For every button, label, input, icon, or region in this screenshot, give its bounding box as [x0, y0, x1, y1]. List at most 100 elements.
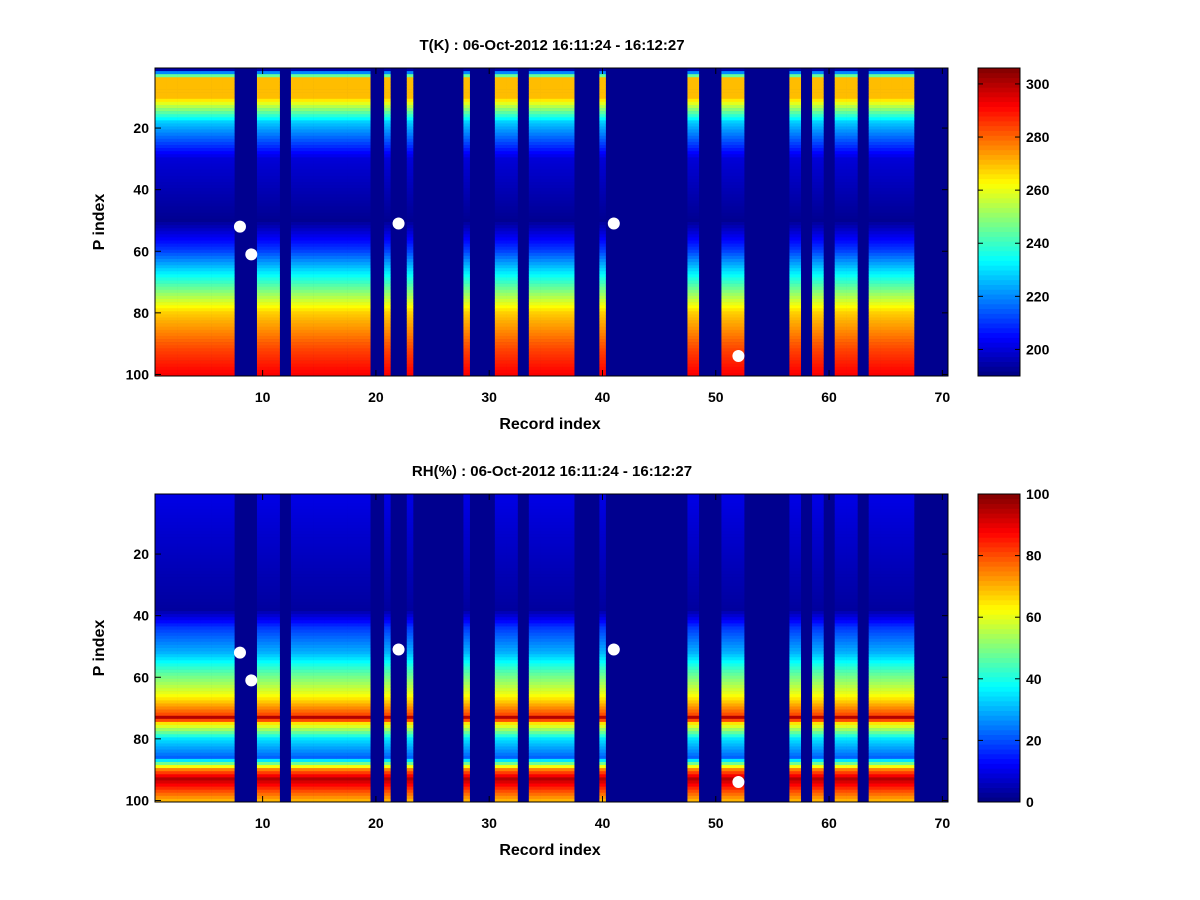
colorbar-segment: [978, 332, 1020, 338]
heatmap-cell: [222, 169, 235, 174]
heatmap-cell: [891, 215, 903, 220]
heatmap-cell: [868, 357, 881, 361]
heatmap-cell: [562, 95, 575, 100]
heatmap-cell: [302, 543, 314, 547]
heatmap-cell: [256, 567, 269, 572]
heatmap-cell: [177, 774, 190, 778]
heatmap-cell: [313, 332, 326, 337]
heatmap-cell: [256, 651, 269, 655]
heatmap-cell: [721, 265, 734, 269]
heatmap-cell: [812, 166, 824, 170]
heatmap-cell: [177, 731, 190, 735]
heatmap-cell: [211, 108, 224, 112]
heatmap-cell: [188, 252, 201, 257]
heatmap-cell: [290, 604, 303, 609]
heatmap-cell: [880, 203, 892, 207]
heatmap-cell: [732, 108, 745, 112]
heatmap-cell: [200, 129, 212, 133]
heatmap-cell: [336, 117, 348, 121]
colorbar-segment: [978, 351, 1020, 358]
heatmap-cell: [540, 188, 552, 192]
heatmap-cell: [902, 354, 915, 358]
heatmap-cell: [211, 228, 224, 232]
heatmap-cell: [846, 120, 858, 124]
heatmap-cell: [166, 218, 178, 223]
heatmap-cell: [200, 589, 212, 593]
heatmap-cell: [384, 295, 391, 300]
heatmap-cell: [868, 237, 881, 241]
heatmap-cell: [177, 348, 190, 352]
heatmap-cell: [384, 222, 391, 226]
heatmap-cell: [891, 308, 903, 312]
heatmap-cell: [302, 209, 314, 214]
heatmap-cell: [177, 141, 190, 146]
heatmap-cell: [302, 749, 314, 754]
heatmap-cell: [166, 524, 178, 529]
heatmap-cell: [358, 123, 371, 127]
heatmap-cell: [222, 163, 235, 167]
heatmap-cell: [211, 314, 224, 318]
heatmap-cell: [211, 175, 224, 180]
heatmap-cell: [302, 672, 314, 677]
heatmap-cell: [256, 363, 269, 368]
heatmap-cell: [347, 314, 360, 318]
heatmap-cell: [256, 666, 269, 670]
heatmap-cell: [313, 672, 326, 677]
heatmap-cell: [290, 555, 303, 559]
heatmap-cell: [902, 191, 915, 195]
heatmap-cell: [463, 169, 470, 174]
heatmap-cell: [188, 237, 201, 241]
heatmap-cell: [406, 363, 414, 368]
heatmap-cell: [834, 225, 847, 229]
heatmap-cell: [846, 354, 858, 358]
heatmap-cell: [313, 626, 326, 630]
heatmap-cell: [721, 268, 734, 272]
heatmap-cell: [222, 80, 235, 84]
heatmap-cell: [268, 89, 280, 93]
heatmap-cell: [222, 601, 235, 606]
heatmap-cell: [290, 527, 303, 532]
heatmap-cell: [211, 700, 224, 704]
heatmap-cell: [302, 329, 314, 334]
heatmap-cell: [732, 292, 745, 297]
heatmap-cell: [177, 271, 190, 275]
heatmap-cell: [155, 774, 167, 778]
heatmap-cell: [358, 209, 371, 214]
heatmap-cell: [155, 725, 167, 729]
heatmap-cell: [200, 369, 212, 374]
heatmap-cell: [268, 246, 280, 251]
heatmap-cell: [222, 135, 235, 140]
heatmap-cell: [880, 308, 892, 312]
heatmap-cell: [268, 595, 280, 600]
heatmap-cell: [324, 243, 337, 247]
heatmap-cell: [494, 98, 507, 103]
heatmap-cell: [302, 145, 314, 149]
heatmap-cell: [891, 292, 903, 297]
heatmap-cell: [846, 145, 858, 149]
heatmap-cell: [166, 666, 178, 670]
heatmap-cell: [902, 258, 915, 263]
heatmap-cell: [347, 166, 360, 170]
heatmap-cell: [177, 86, 190, 90]
heatmap-cell: [188, 564, 201, 569]
heatmap-cell: [834, 77, 847, 81]
heatmap-cell: [200, 657, 212, 661]
heatmap-cell: [868, 311, 881, 315]
heatmap-cell: [188, 500, 201, 504]
heatmap-cell: [313, 635, 326, 640]
heatmap-cell: [177, 567, 190, 572]
heatmap-cell: [302, 172, 314, 177]
heatmap-cell: [268, 604, 280, 609]
heatmap-cell: [347, 71, 360, 75]
heatmap-cell: [384, 265, 391, 269]
heatmap-cell: [846, 175, 858, 180]
heatmap-cell: [166, 595, 178, 600]
heatmap-cell: [891, 289, 903, 294]
heatmap-cell: [268, 494, 280, 498]
heatmap-cell: [200, 601, 212, 606]
heatmap-cell: [166, 761, 178, 766]
heatmap-cell: [868, 138, 881, 143]
heatmap-cell: [358, 194, 371, 198]
heatmap-cell: [177, 237, 190, 241]
heatmap-cell: [177, 157, 190, 161]
